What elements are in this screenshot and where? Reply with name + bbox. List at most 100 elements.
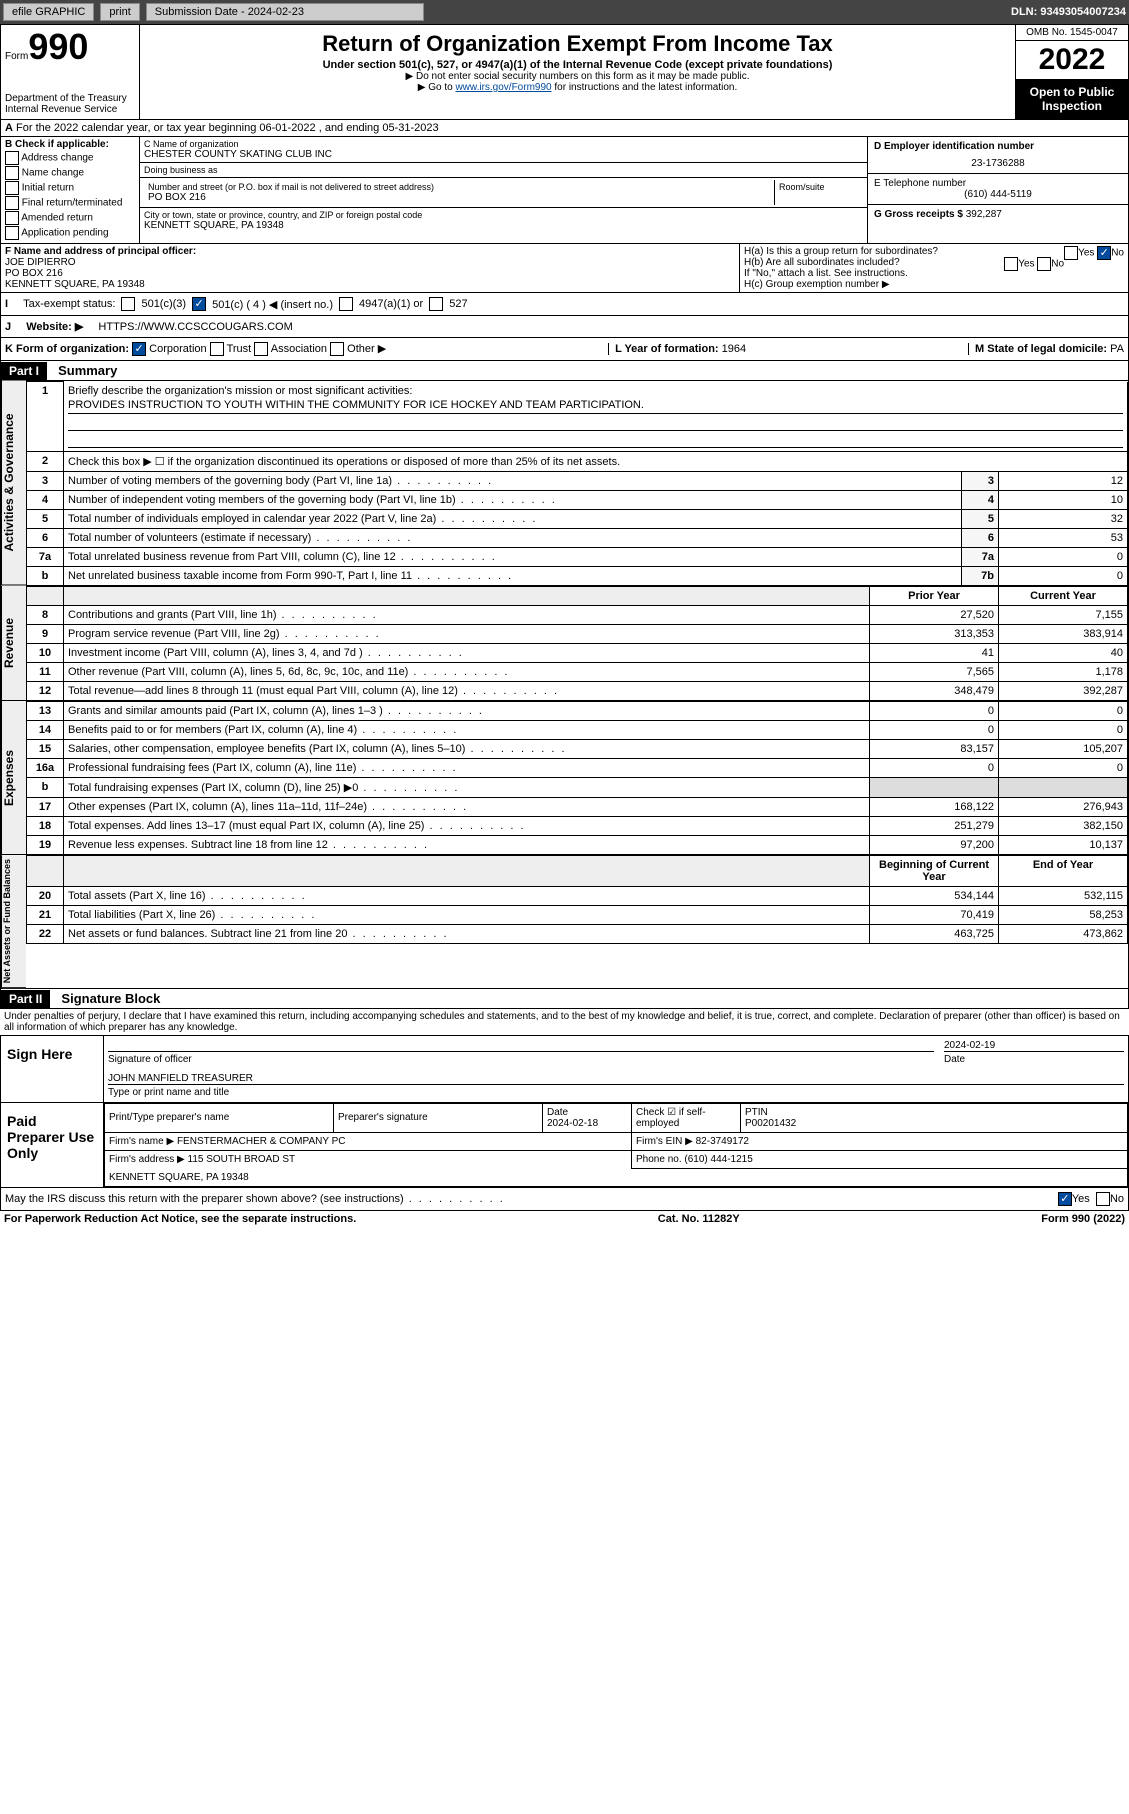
ha-yes[interactable] [1064,246,1078,260]
boxb-checkbox[interactable] [5,226,19,240]
firm-phone: (610) 444-1215 [684,1154,752,1165]
table-row: 17Other expenses (Part IX, column (A), l… [27,797,1128,816]
paid-preparer-label: Paid Preparer Use Only [1,1103,104,1187]
boxb-item: Initial return [5,181,135,195]
table-row: 8Contributions and grants (Part VIII, li… [27,605,1128,624]
open-to-public: Open to Public Inspection [1016,79,1128,119]
gross-receipts: 392,287 [966,209,1002,220]
korg-row: K Form of organization: ✓ Corporation Tr… [0,338,1129,361]
boxb-item: Final return/terminated [5,196,135,210]
form-number: 990 [28,26,88,67]
hb-no[interactable] [1037,257,1051,271]
sidetab-revenue: Revenue [1,586,26,701]
table-row: 3Number of voting members of the governi… [27,471,1128,490]
table-row: 7aTotal unrelated business revenue from … [27,547,1128,566]
expenses-section: Expenses 13Grants and similar amounts pa… [0,701,1129,855]
sidetab-governance: Activities & Governance [1,381,26,586]
irs-no[interactable] [1096,1192,1110,1206]
boxb-item: Address change [5,151,135,165]
table-row: 19Revenue less expenses. Subtract line 1… [27,835,1128,854]
ein: 23-1736288 [874,152,1122,169]
chk-corp[interactable]: ✓ [132,342,146,356]
footer: For Paperwork Reduction Act Notice, see … [0,1211,1129,1227]
boxb-checkbox[interactable] [5,166,19,180]
boxb-item: Application pending [5,226,135,240]
header-title-box: Return of Organization Exempt From Incom… [140,25,1016,119]
sign-date: 2024-02-19 [944,1040,1124,1052]
table-row: 13Grants and similar amounts paid (Part … [27,701,1128,720]
table-row: bTotal fundraising expenses (Part IX, co… [27,777,1128,797]
chk-other[interactable] [330,342,344,356]
year-formation: 1964 [722,343,746,355]
dln-label: DLN: 93493054007234 [1011,6,1126,18]
header-right-box: OMB No. 1545-0047 2022 Open to Public In… [1016,25,1128,119]
table-row: bNet unrelated business taxable income f… [27,566,1128,585]
chk-501c[interactable]: ✓ [192,297,206,311]
table-row: 9Program service revenue (Part VIII, lin… [27,624,1128,643]
chk-trust[interactable] [210,342,224,356]
table-row: 20Total assets (Part X, line 16)534,1445… [27,886,1128,905]
table-row: 12Total revenue—add lines 8 through 11 (… [27,681,1128,700]
entity-info-grid: B Check if applicable: Address change Na… [0,137,1129,244]
box-d-g: D Employer identification number 23-1736… [868,137,1128,243]
boxb-checkbox[interactable] [5,181,19,195]
sidetab-netassets: Net Assets or Fund Balances [1,855,26,988]
box-h: H(a) Is this a group return for subordin… [740,244,1128,292]
form-word: Form [5,51,28,62]
table-row: 11Other revenue (Part VIII, column (A), … [27,662,1128,681]
signature-block: Sign Here Signature of officer 2024-02-1… [0,1035,1129,1188]
ptin: P00201432 [745,1118,796,1129]
tax-year: 2022 [1016,41,1128,79]
table-row: 15Salaries, other compensation, employee… [27,739,1128,758]
mission-text: PROVIDES INSTRUCTION TO YOUTH WITHIN THE… [68,397,1123,414]
tax-year-line: A For the 2022 calendar year, or tax yea… [0,120,1129,137]
dept-label: Department of the Treasury Internal Reve… [5,93,135,115]
netassets-section: Net Assets or Fund Balances Beginning of… [0,855,1129,989]
sidetab-expenses: Expenses [1,701,26,855]
website: HTTPS://WWW.CCSCCOUGARS.COM [98,321,292,333]
table-row: 10Investment income (Part VIII, column (… [27,643,1128,662]
boxb-item: Amended return [5,211,135,225]
website-row: J Website: ▶ HTTPS://WWW.CCSCCOUGARS.COM [0,316,1129,338]
governance-section: Activities & Governance 1 Briefly descri… [0,381,1129,586]
firm-ein: 82-3749172 [696,1136,749,1147]
tax-exempt-row: I Tax-exempt status: 501(c)(3) ✓501(c) (… [0,293,1129,316]
perjury-declaration: Under penalties of perjury, I declare th… [0,1009,1129,1035]
form-note1: ▶ Do not enter social security numbers o… [144,71,1011,82]
irs-link[interactable]: www.irs.gov/Form990 [455,82,551,93]
state-domicile: PA [1110,343,1124,355]
revenue-section: Revenue Prior Year Current Year 8Contrib… [0,586,1129,701]
form-note2: ▶ Go to www.irs.gov/Form990 for instruct… [144,82,1011,93]
print-button[interactable]: print [100,3,139,21]
boxb-checkbox[interactable] [5,151,19,165]
boxb-checkbox[interactable] [5,196,19,210]
form-subtitle: Under section 501(c), 527, or 4947(a)(1)… [144,59,1011,71]
table-row: 6Total number of volunteers (estimate if… [27,528,1128,547]
boxb-checkbox[interactable] [5,211,19,225]
box-f: F Name and address of principal officer:… [1,244,740,292]
chk-assoc[interactable] [254,342,268,356]
org-name: CHESTER COUNTY SKATING CLUB INC [144,149,863,160]
ha-no[interactable]: ✓ [1097,246,1111,260]
submission-date: Submission Date - 2024-02-23 [146,3,424,21]
part1-header: Part I Summary [0,361,1129,381]
top-bar: efile GRAPHIC print Submission Date - 20… [0,0,1129,24]
hb-yes[interactable] [1004,257,1018,271]
omb-number: OMB No. 1545-0047 [1016,25,1128,41]
form-header: Form990 Department of the Treasury Inter… [0,24,1129,120]
table-row: 22Net assets or fund balances. Subtract … [27,924,1128,943]
chk-4947[interactable] [339,297,353,311]
chk-527[interactable] [429,297,443,311]
table-row: 18Total expenses. Add lines 13–17 (must … [27,816,1128,835]
form-number-box: Form990 Department of the Treasury Inter… [1,25,140,119]
preparer-table: Print/Type preparer's name Preparer's si… [104,1103,1128,1187]
efile-label: efile GRAPHIC [3,3,94,21]
irs-yes[interactable]: ✓ [1058,1192,1072,1206]
chk-501c3[interactable] [121,297,135,311]
table-row: 21Total liabilities (Part X, line 26)70,… [27,905,1128,924]
table-row: 5Total number of individuals employed in… [27,509,1128,528]
officer-name: JOE DIPIERRO [5,257,76,268]
irs-discuss-row: May the IRS discuss this return with the… [0,1188,1129,1211]
form-title: Return of Organization Exempt From Incom… [144,31,1011,57]
table-row: 14Benefits paid to or for members (Part … [27,720,1128,739]
